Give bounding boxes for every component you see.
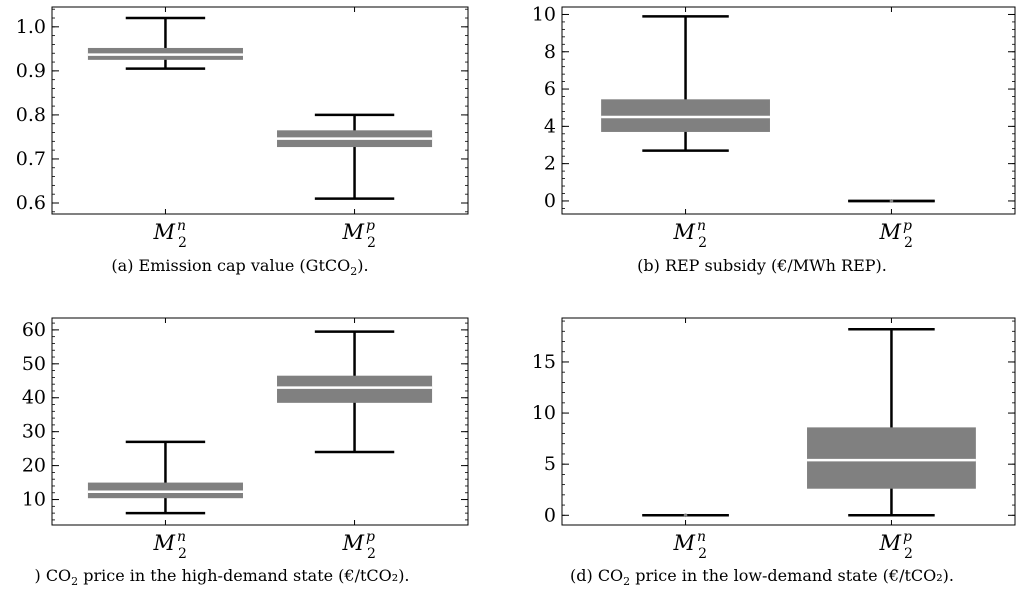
box-n xyxy=(601,15,770,152)
box-p xyxy=(848,199,935,203)
box-body xyxy=(601,99,770,132)
y-tick-label: 40 xyxy=(22,387,46,409)
y-tick-label: 0 xyxy=(544,190,556,212)
box-n xyxy=(87,440,243,515)
y-tick-label: 8 xyxy=(544,41,556,63)
y-tick-label: 0 xyxy=(544,504,556,526)
y-tick-label: 60 xyxy=(22,319,46,341)
y-tick-label: 10 xyxy=(532,402,556,424)
y-tick-label: 1.0 xyxy=(16,16,46,38)
box-body xyxy=(277,375,433,403)
caption: (b) REP subsidy (€/MWh REP). xyxy=(637,256,887,275)
y-tick-label: 20 xyxy=(22,455,46,477)
y-tick-label: 50 xyxy=(22,353,46,375)
y-tick-label: 6 xyxy=(544,78,556,100)
box-body xyxy=(807,427,976,489)
caption: (d) CO2 price in the low-demand state (€… xyxy=(570,566,954,588)
y-tick-label: 15 xyxy=(532,351,556,373)
box-p xyxy=(807,327,976,517)
y-tick-label: 4 xyxy=(544,115,556,137)
y-tick-label: 0.7 xyxy=(16,148,46,170)
plot-frame xyxy=(51,317,469,526)
plot-frame xyxy=(51,6,469,215)
box-p xyxy=(277,113,433,200)
y-tick-label: 30 xyxy=(22,421,46,443)
y-tick-label: 0.9 xyxy=(16,60,46,82)
y-tick-label: 5 xyxy=(544,453,556,475)
box-p xyxy=(277,330,433,454)
median-dot xyxy=(889,199,894,203)
caption: ) CO2 price in the high-demand state (€/… xyxy=(34,566,409,588)
y-tick-label: 10 xyxy=(532,3,556,25)
median-dot xyxy=(683,513,688,518)
y-tick-label: 0.8 xyxy=(16,104,46,126)
plot-frame xyxy=(561,317,1016,526)
y-tick-label: 10 xyxy=(22,489,46,511)
box-n xyxy=(642,513,729,518)
y-tick-label: 0.6 xyxy=(16,192,46,214)
caption: (a) Emission cap value (GtCO2). xyxy=(111,256,368,278)
box-n xyxy=(87,16,243,70)
plot-frame xyxy=(561,6,1016,215)
y-tick-label: 2 xyxy=(544,153,556,175)
box-body xyxy=(87,482,243,499)
